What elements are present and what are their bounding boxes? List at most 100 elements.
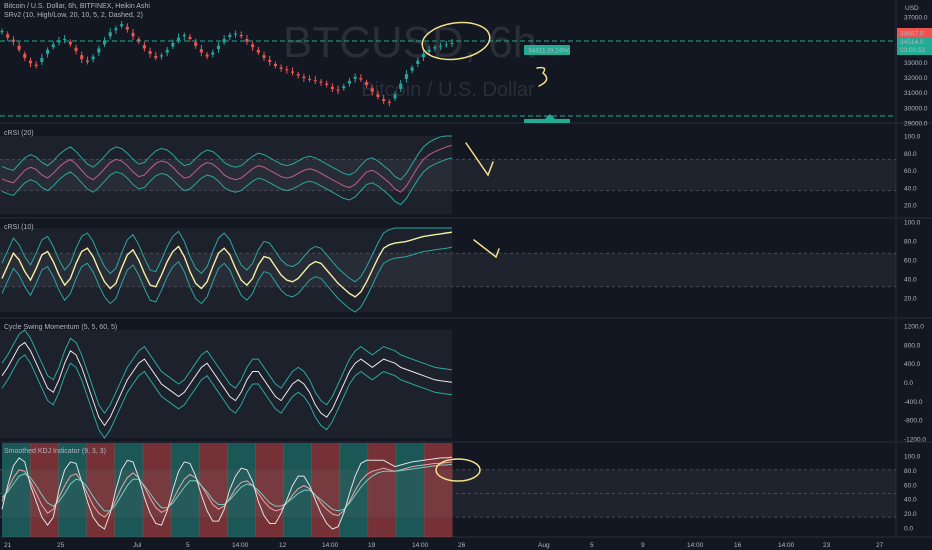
pane-band-bg [0, 136, 452, 214]
axis-tick-label: -800.0 [904, 418, 923, 425]
kdj-title: Smoothed KDJ Indicator (9, 3, 3) [4, 448, 106, 455]
candle-body [444, 44, 448, 46]
axis-tick-label: 0.0 [904, 526, 913, 533]
candle-body [63, 39, 67, 40]
band-lower [1, 354, 453, 439]
band-lower [1, 246, 453, 313]
axis-tick-label: 80.0 [904, 151, 917, 158]
axis-tick-label: -400.0 [904, 399, 923, 406]
candle-body [23, 53, 27, 58]
candle-body [268, 59, 272, 62]
candle-body [108, 32, 112, 37]
candle-body [342, 86, 346, 89]
series-line [1, 463, 453, 512]
axis-tick-label: 1200.0 [904, 324, 924, 331]
annotation-circle-kdj [435, 458, 481, 482]
price-tag-timer: 03:00:52 [900, 47, 926, 54]
candle-body [256, 49, 260, 53]
candle-body [404, 74, 408, 79]
candle-body [91, 56, 95, 60]
kdj-bg-stripe [170, 443, 200, 537]
candle-body [177, 37, 181, 41]
axis-tick-label: 29000.0 [904, 121, 928, 128]
time-tick-label: Jul [133, 542, 142, 549]
kdj-bg-stripe [395, 443, 425, 537]
time-tick-label: Aug [538, 542, 550, 549]
candle-body [228, 34, 232, 37]
axis-tick-label: 60.0 [904, 258, 917, 265]
candle-body [6, 34, 10, 38]
crsi10-pane[interactable] [0, 227, 896, 313]
crsi20-pane[interactable] [0, 135, 896, 214]
candle-body [416, 60, 420, 64]
time-tick-label: 21 [4, 542, 12, 549]
kdj-bg-stripe [367, 443, 397, 537]
time-tick-label: 19 [368, 542, 376, 549]
axis-tick-label: 800.0 [904, 342, 921, 349]
candle-body [370, 88, 374, 92]
time-tick-label: 16 [734, 542, 742, 549]
pane-band-bg [0, 330, 452, 438]
csm-pane[interactable] [0, 329, 453, 439]
annotation-squiggle-icon [536, 66, 548, 87]
candle-body [359, 78, 363, 80]
price-label: 34411 (0.24%) [528, 48, 570, 55]
time-tick-label: 14:00 [322, 542, 339, 549]
candle-body [40, 57, 44, 62]
time-tick-label: 9 [641, 542, 645, 549]
candle-body [74, 47, 78, 52]
axis-tick-label: 40.0 [904, 185, 917, 192]
time-tick-label: 14:00 [687, 542, 704, 549]
currency-label: USD [905, 5, 919, 12]
price-tag-mid: 34514.0 [900, 39, 924, 46]
candle-body [245, 39, 249, 42]
candle-body [251, 44, 255, 48]
kdj-pane[interactable] [0, 443, 896, 537]
candle-body [285, 69, 289, 71]
candle-body [137, 39, 141, 42]
level-range-box [0, 469, 896, 518]
kdj-bg-stripe [255, 443, 284, 537]
axis-tick-label: 100.0 [904, 454, 921, 461]
support-marker [524, 119, 570, 123]
band-upper [1, 135, 452, 181]
candle-body [211, 52, 215, 55]
annotation-arrow-down-icon [465, 142, 494, 177]
candle-body [382, 99, 386, 102]
candle-body [347, 80, 352, 84]
candle-body [28, 60, 33, 64]
candle-body [194, 42, 198, 46]
candle-body [188, 36, 192, 39]
axis-tick-label: 400.0 [904, 361, 921, 368]
candle-body [279, 67, 283, 69]
candle-body [80, 55, 84, 60]
candle-body [450, 43, 454, 45]
axis-tick-label: 20.0 [904, 203, 917, 210]
candle-body [102, 40, 107, 45]
candle-body [239, 34, 243, 37]
series-line [1, 456, 453, 530]
candle-body [330, 86, 334, 89]
candle-body [410, 67, 414, 71]
axis-tick-label: 0.0 [904, 380, 913, 387]
time-tick-label: 5 [590, 542, 594, 549]
time-tick-label: 14:00 [778, 542, 795, 549]
crsi20-title: cRSI (20) [4, 130, 34, 137]
time-tick-label: 14:00 [232, 542, 249, 549]
candle-body [11, 39, 15, 42]
candle-body [205, 54, 209, 57]
candle-body [142, 45, 146, 49]
annotation-circle-price [421, 21, 491, 61]
candle-body [159, 55, 164, 57]
candle-body [273, 63, 277, 66]
series-line [1, 144, 453, 193]
price-tag-mid-bg [897, 37, 932, 55]
time-axis[interactable]: 21 25 Jul 5 14:00 12 14:00 19 14:00 26 Aug 5 9 14:00 1… [4, 542, 884, 549]
time-tick-label: 27 [876, 542, 884, 549]
series-line [1, 231, 453, 298]
candle-body [302, 76, 306, 79]
candle-body [0, 30, 4, 33]
price-tag-top: 34687.0 [900, 31, 924, 38]
candle-body [68, 41, 72, 45]
